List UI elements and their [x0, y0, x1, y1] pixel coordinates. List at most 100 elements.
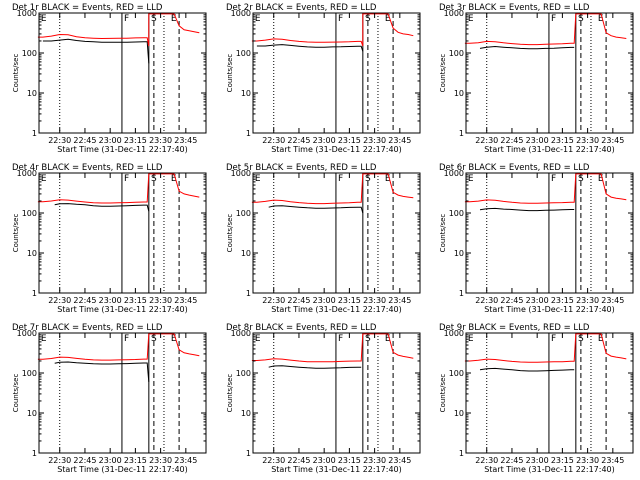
x-tick-label: 23:00 [99, 456, 122, 465]
x-tick-label: 22:30 [262, 456, 285, 465]
x-tick-label: 23:15 [338, 456, 361, 465]
section-annotation: F [551, 334, 556, 344]
x-tick-label: 22:45 [73, 136, 96, 145]
y-axis-label: Counts/sec [439, 214, 447, 253]
section-annotation: E [41, 174, 47, 184]
y-tick-label: 10 [454, 249, 464, 258]
x-tick-label: 22:30 [262, 136, 285, 145]
section-annotation: E [171, 14, 177, 24]
y-tick-label: 1000 [17, 169, 37, 178]
series-line [37, 13, 200, 47]
y-tick-label: 10 [241, 89, 251, 98]
y-tick-label: 10 [241, 249, 251, 258]
section-annotation: S [151, 14, 157, 24]
section-annotation: E [468, 174, 474, 184]
x-tick-label: 23:30 [576, 456, 599, 465]
y-axis-label: Counts/sec [12, 374, 20, 413]
y-tick-label: 1000 [231, 9, 251, 18]
x-tick-label: 23:00 [99, 136, 122, 145]
x-tick-label: 23:45 [388, 456, 411, 465]
y-tick-label: 10 [454, 409, 464, 418]
series-line [464, 173, 627, 204]
x-tick-label: 23:15 [551, 296, 574, 305]
y-tick-label: 1 [459, 129, 464, 138]
x-axis-label: Start Time (31-Dec-11 22:17:40) [484, 465, 615, 474]
y-axis-label: Counts/sec [226, 214, 234, 253]
plot-frame [252, 12, 421, 134]
chart-title: Det 2r BLACK = Events, RED = LLD [226, 3, 377, 13]
x-tick-label: 23:30 [363, 456, 386, 465]
x-tick-label: 23:30 [363, 136, 386, 145]
y-axis-label: Counts/sec [12, 214, 20, 253]
section-annotation: E [385, 174, 391, 184]
plot-frame [465, 172, 634, 294]
x-tick-label: 23:30 [149, 136, 172, 145]
y-tick-label: 100 [449, 49, 464, 58]
x-tick-label: 22:45 [500, 456, 523, 465]
x-tick-label: 23:00 [313, 456, 336, 465]
y-tick-label: 1000 [17, 329, 37, 338]
series-line [251, 13, 414, 47]
y-tick-label: 1 [246, 129, 251, 138]
x-tick-label: 23:45 [174, 296, 197, 305]
plot-frame [38, 12, 207, 134]
x-tick-label: 22:30 [262, 296, 285, 305]
y-tick-label: 10 [27, 89, 37, 98]
x-tick-label: 23:15 [338, 296, 361, 305]
section-annotation: S [365, 174, 371, 184]
y-axis-label: Counts/sec [226, 54, 234, 93]
section-annotation: F [551, 174, 556, 184]
chart-title: Det 8r BLACK = Events, RED = LLD [226, 323, 377, 333]
x-axis-label: Start Time (31-Dec-11 22:17:40) [271, 465, 402, 474]
section-annotation: S [578, 14, 584, 24]
x-tick-label: 23:00 [526, 456, 549, 465]
section-annotation: E [468, 14, 474, 24]
y-tick-label: 1 [32, 129, 37, 138]
x-tick-label: 23:45 [174, 456, 197, 465]
section-annotation: E [171, 174, 177, 184]
section-annotation: S [151, 174, 157, 184]
y-tick-label: 1000 [444, 169, 464, 178]
series-line [268, 205, 364, 214]
x-axis-label: Start Time (31-Dec-11 22:17:40) [271, 145, 402, 154]
x-tick-label: 23:45 [174, 136, 197, 145]
section-annotation: F [338, 14, 343, 24]
x-tick-label: 22:30 [475, 136, 498, 145]
x-tick-label: 23:15 [124, 136, 147, 145]
plot-frame [252, 172, 421, 294]
series-line [54, 203, 150, 212]
x-tick-label: 22:30 [48, 296, 71, 305]
series-line [37, 333, 200, 361]
x-tick-label: 22:45 [287, 136, 310, 145]
x-tick-label: 23:30 [149, 456, 172, 465]
y-tick-label: 1 [32, 449, 37, 458]
plot-frame [38, 332, 207, 454]
section-annotation: E [468, 334, 474, 344]
series-line [464, 13, 627, 46]
section-annotation: E [41, 14, 47, 24]
series-line [268, 365, 362, 369]
y-axis-label: Counts/sec [439, 54, 447, 93]
y-axis-label: Counts/sec [226, 374, 234, 413]
section-annotation: S [365, 14, 371, 24]
y-tick-label: 10 [27, 249, 37, 258]
y-tick-label: 100 [236, 49, 251, 58]
y-tick-label: 100 [22, 369, 37, 378]
chart-title: Det 1r BLACK = Events, RED = LLD [12, 3, 163, 13]
x-tick-label: 23:45 [601, 456, 624, 465]
section-annotation: F [338, 174, 343, 184]
y-tick-label: 1000 [444, 9, 464, 18]
section-annotation: E [385, 14, 391, 24]
section-annotation: E [255, 14, 261, 24]
section-annotation: F [551, 14, 556, 24]
x-tick-label: 23:15 [124, 456, 147, 465]
y-tick-label: 100 [449, 369, 464, 378]
x-tick-label: 23:00 [313, 296, 336, 305]
y-tick-label: 100 [236, 209, 251, 218]
section-annotation: E [255, 334, 261, 344]
x-tick-label: 22:45 [73, 296, 96, 305]
x-tick-label: 23:00 [99, 296, 122, 305]
